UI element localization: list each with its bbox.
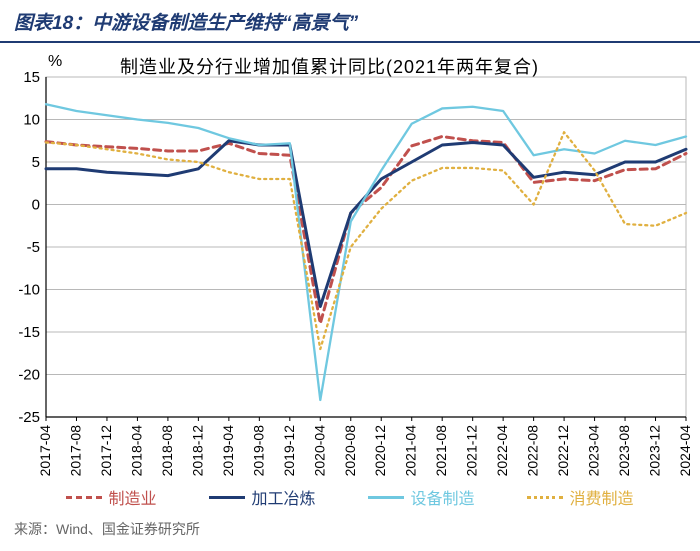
svg-text:2018-04: 2018-04 <box>128 425 144 477</box>
svg-text:-15: -15 <box>18 324 40 341</box>
svg-text:0: 0 <box>32 197 40 214</box>
svg-text:-10: -10 <box>18 282 40 299</box>
svg-text:2018-12: 2018-12 <box>189 425 205 477</box>
svg-text:5: 5 <box>32 154 40 171</box>
svg-text:-25: -25 <box>18 409 40 426</box>
svg-text:2019-08: 2019-08 <box>250 425 266 477</box>
svg-text:2019-12: 2019-12 <box>281 425 297 477</box>
svg-text:2023-08: 2023-08 <box>616 425 632 477</box>
chart-title: 图表18：中游设备制造生产维持“高景气” <box>0 0 700 43</box>
svg-text:2023-12: 2023-12 <box>647 425 663 477</box>
legend-label: 制造业 <box>108 485 156 509</box>
legend-label: 消费制造 <box>569 485 633 509</box>
line-chart-svg: -25 -20 -15 -10 -5 0 5 10 15 2017-04 2017-08 2017-1… <box>0 43 700 483</box>
svg-text:2020-08: 2020-08 <box>342 425 358 477</box>
chart-area: % 制造业及分行业增加值累计同比(2021年两年复合) -25-20-15-10… <box>0 43 700 483</box>
svg-text:2021-08: 2021-08 <box>433 425 449 477</box>
legend-label: 加工冶炼 <box>251 485 315 509</box>
svg-text:2020-04: 2020-04 <box>311 425 327 477</box>
legend-item: 制造业 <box>66 485 156 509</box>
svg-text:2021-12: 2021-12 <box>464 425 480 477</box>
legend-swatch <box>368 496 404 499</box>
svg-text:2019-04: 2019-04 <box>220 425 236 477</box>
svg-text:2021-04: 2021-04 <box>403 425 419 477</box>
svg-text:-20: -20 <box>18 367 40 384</box>
svg-text:2018-08: 2018-08 <box>159 425 175 477</box>
svg-text:2024-04: 2024-04 <box>677 425 693 477</box>
svg-text:-5: -5 <box>27 239 40 256</box>
legend-label: 设备制造 <box>410 485 474 509</box>
legend: 制造业 加工冶炼 设备制造 消费制造 <box>0 483 700 513</box>
svg-text:2017-08: 2017-08 <box>67 425 83 477</box>
svg-text:15: 15 <box>23 69 40 86</box>
source-footer: 来源：Wind、国金证券研究所 <box>0 513 700 539</box>
svg-text:2022-12: 2022-12 <box>555 425 571 477</box>
legend-item: 设备制造 <box>368 485 474 509</box>
legend-swatch <box>527 496 563 499</box>
svg-text:10: 10 <box>23 112 40 129</box>
legend-item: 消费制造 <box>527 485 633 509</box>
svg-text:2022-08: 2022-08 <box>525 425 541 477</box>
legend-swatch <box>209 496 245 499</box>
svg-text:2023-04: 2023-04 <box>586 425 602 477</box>
legend-swatch <box>66 496 102 499</box>
svg-text:2017-04: 2017-04 <box>37 425 53 477</box>
svg-text:2017-12: 2017-12 <box>98 425 114 477</box>
svg-text:2020-12: 2020-12 <box>372 425 388 477</box>
svg-text:2022-04: 2022-04 <box>494 425 510 477</box>
legend-item: 加工冶炼 <box>209 485 315 509</box>
